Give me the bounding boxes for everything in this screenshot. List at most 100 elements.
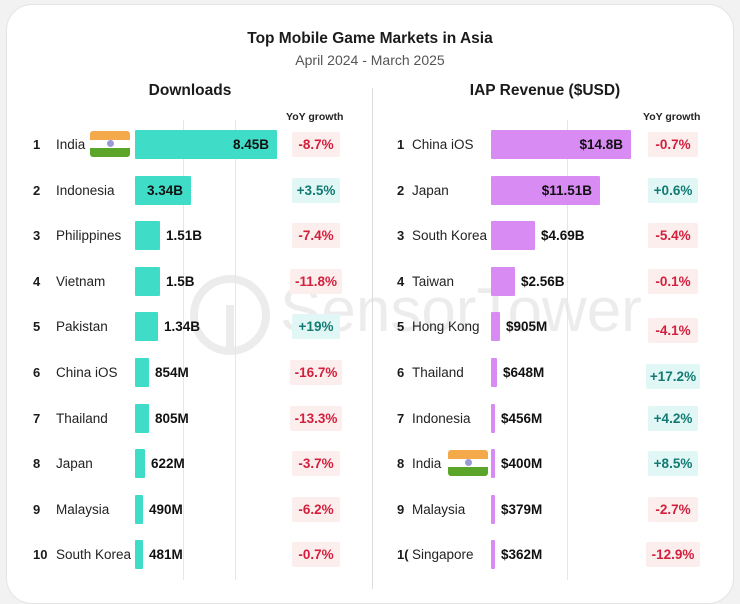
- downloads-row: 3 Philippines 1.51B -7.4%: [0, 221, 370, 251]
- revenue-bar: [491, 358, 497, 387]
- rank: 1(: [397, 547, 409, 562]
- rank: 2: [33, 183, 41, 198]
- revenue-yoy-header: YoY growth: [643, 111, 701, 123]
- revenue-panel-title: IAP Revenue ($USD): [469, 82, 621, 99]
- yoy-growth-badge: -2.7%: [648, 497, 698, 522]
- country-name: Philippines: [56, 228, 122, 243]
- rank: 9: [397, 502, 405, 517]
- country-name: Japan: [56, 456, 93, 471]
- country-name: Singapore: [412, 547, 474, 562]
- revenue-value: $400M: [501, 456, 543, 471]
- rank: 5: [33, 319, 41, 334]
- revenue-row: 4 Taiwan $2.56B -0.1%: [0, 267, 740, 297]
- downloads-bar: [135, 540, 143, 569]
- downloads-value: 490M: [149, 502, 183, 517]
- revenue-value: $362M: [501, 547, 543, 562]
- rank: 8: [33, 456, 41, 471]
- country-name: India: [56, 137, 86, 152]
- yoy-growth-badge: -5.4%: [648, 223, 698, 248]
- country-name: Taiwan: [412, 274, 455, 289]
- downloads-row: 9 Malaysia 490M -6.2%: [0, 495, 370, 525]
- rank: 8: [397, 456, 405, 471]
- rank: 9: [33, 502, 41, 517]
- yoy-growth-badge: -12.9%: [646, 542, 700, 567]
- revenue-bar: [491, 221, 535, 250]
- yoy-growth-badge: +17.2%: [646, 364, 700, 389]
- revenue-row: 9 Malaysia $379M -2.7%: [0, 495, 740, 525]
- revenue-row: 2 Japan $11.51B +0.6%: [0, 176, 740, 206]
- revenue-bar: [491, 495, 495, 524]
- downloads-value: 8.45B: [232, 137, 269, 152]
- panel-divider: [372, 88, 373, 589]
- rank: 2: [397, 183, 405, 198]
- downloads-value: 1.51B: [166, 228, 203, 243]
- downloads-bar: [135, 312, 158, 341]
- revenue-row: 7 Indonesia $456M +4.2%: [0, 404, 740, 434]
- rank: 7: [397, 411, 405, 426]
- downloads-panel-title: Downloads: [148, 82, 232, 99]
- downloads-bar: [135, 221, 160, 250]
- revenue-bar: [491, 130, 631, 159]
- yoy-growth-badge: -4.1%: [648, 318, 698, 343]
- downloads-value: 622M: [151, 456, 185, 471]
- rank: 1: [397, 137, 405, 152]
- rank: 3: [397, 228, 405, 243]
- downloads-bar: [135, 449, 145, 478]
- downloads-value: 1.34B: [164, 319, 201, 334]
- country-name: China iOS: [56, 365, 118, 380]
- yoy-growth-badge: +4.2%: [648, 406, 698, 431]
- rank: 3: [33, 228, 41, 243]
- rank: 6: [33, 365, 41, 380]
- downloads-row: 2 Indonesia 3.34B +3.5%: [0, 176, 370, 206]
- yoy-growth-badge: -3.7%: [292, 451, 340, 476]
- downloads-bar: [135, 176, 191, 205]
- country-name: India: [412, 456, 442, 471]
- rank: 5: [397, 319, 405, 334]
- downloads-value: 3.34B: [146, 183, 183, 198]
- country-name: Pakistan: [56, 319, 108, 334]
- yoy-growth-badge: -0.7%: [648, 132, 698, 157]
- revenue-row: 5 Hong Kong $905M -4.1%: [0, 312, 740, 343]
- country-name: Indonesia: [56, 183, 115, 198]
- rank: 10: [33, 547, 48, 562]
- downloads-bar: [135, 495, 143, 524]
- downloads-bar: [135, 130, 277, 159]
- rank: 7: [33, 411, 41, 426]
- revenue-row: 3 South Korea $4.69B -5.4%: [0, 221, 740, 251]
- chart-card: [6, 4, 734, 604]
- revenue-bar: [491, 540, 495, 569]
- downloads-row: 10 South Korea 481M -0.7%: [0, 540, 370, 570]
- downloads-value: 854M: [155, 365, 189, 380]
- india-flag-icon: [90, 131, 130, 157]
- country-name: Indonesia: [412, 411, 471, 426]
- rank: 6: [397, 365, 405, 380]
- country-name: Malaysia: [56, 502, 110, 517]
- yoy-growth-badge: -0.7%: [292, 542, 340, 567]
- rank: 4: [33, 274, 41, 289]
- downloads-row: 7 Thailand 805M -13.3%: [0, 404, 370, 434]
- country-name: South Korea: [412, 228, 488, 243]
- downloads-row: 1 India 8.45B -8.7%: [0, 130, 370, 160]
- downloads-gridline: [183, 120, 184, 580]
- downloads-row: 5 Pakistan 1.34B +19%: [0, 312, 370, 342]
- revenue-bar: [491, 449, 495, 478]
- country-name: Thailand: [412, 365, 464, 380]
- yoy-growth-badge: -8.7%: [292, 132, 340, 157]
- yoy-growth-badge: -7.4%: [292, 223, 340, 248]
- revenue-bar: [491, 312, 500, 341]
- revenue-row: 1( Singapore $362M -12.9%: [0, 540, 740, 570]
- yoy-growth-badge: +3.5%: [292, 178, 340, 203]
- downloads-bar: [135, 404, 149, 433]
- revenue-row: 6 Thailand $648M +17.2%: [0, 358, 740, 389]
- yoy-growth-badge: -6.2%: [292, 497, 340, 522]
- downloads-value: 481M: [149, 547, 183, 562]
- chart-title: Top Mobile Game Markets in Asia: [247, 30, 493, 47]
- revenue-value: $905M: [506, 319, 548, 334]
- downloads-bar: [135, 267, 160, 296]
- downloads-row: 8 Japan 622M -3.7%: [0, 449, 370, 479]
- yoy-growth-badge: +8.5%: [648, 451, 698, 476]
- revenue-bar: [491, 404, 495, 433]
- revenue-bar: [491, 176, 600, 205]
- yoy-growth-badge: +19%: [292, 314, 340, 339]
- revenue-value: $379M: [501, 502, 543, 517]
